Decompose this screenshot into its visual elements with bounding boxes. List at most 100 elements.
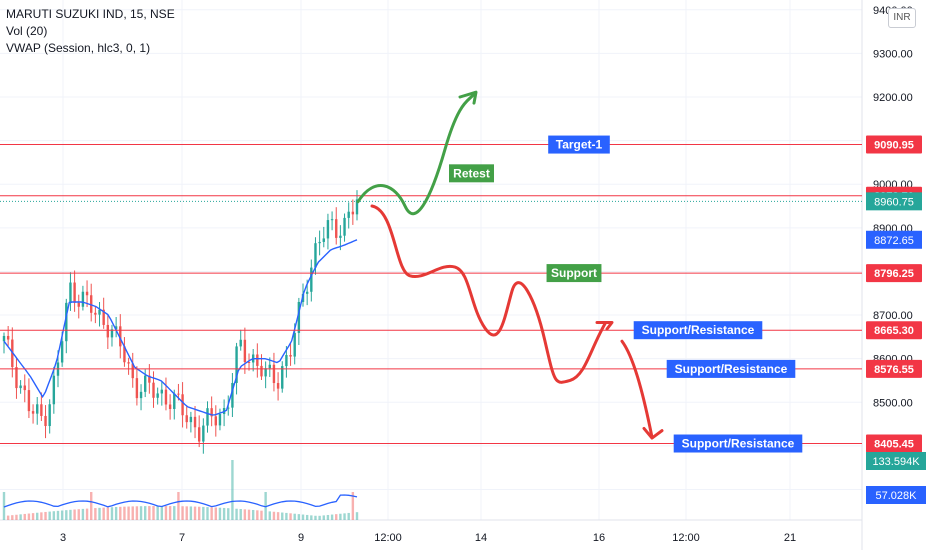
level-annotation-label bbox=[633, 321, 763, 340]
volume-bar bbox=[98, 507, 101, 520]
volume-bar bbox=[156, 506, 159, 520]
volume-bar bbox=[206, 507, 209, 520]
level-annotation-text: Target-1 bbox=[556, 138, 603, 152]
chart-legend: MARUTI SUZUKI IND, 15, NSE Vol (20) VWAP… bbox=[6, 6, 175, 57]
candle-body bbox=[119, 326, 122, 347]
volume-bar bbox=[131, 506, 134, 520]
bearish-arrow-head-2 bbox=[642, 426, 664, 440]
level-annotation-text: Support bbox=[551, 266, 597, 280]
y-tick-label: 9200.00 bbox=[873, 92, 913, 104]
candle-body bbox=[81, 291, 85, 307]
volume-bar bbox=[293, 513, 296, 520]
volume-bar bbox=[139, 506, 143, 520]
volume-bar bbox=[177, 492, 180, 520]
candle-body bbox=[193, 416, 197, 428]
x-tick-label: 16 bbox=[593, 532, 605, 544]
candle-body bbox=[127, 362, 130, 364]
candle-body bbox=[314, 243, 317, 268]
volume-bar bbox=[168, 506, 172, 520]
candle-body bbox=[235, 346, 238, 383]
candle-body bbox=[218, 414, 222, 426]
price-level-tag bbox=[866, 359, 922, 378]
volume-bar bbox=[23, 513, 26, 520]
volume-bar bbox=[110, 507, 114, 520]
volume-bar bbox=[268, 511, 271, 520]
price-level-value: 8665.30 bbox=[874, 325, 914, 337]
volume-bar bbox=[301, 514, 305, 520]
volume-bar bbox=[160, 506, 164, 520]
y-tick-label: 8700.00 bbox=[873, 310, 913, 322]
volume-bar bbox=[243, 509, 247, 520]
volume-bar bbox=[44, 511, 47, 520]
candle-body bbox=[276, 383, 280, 389]
volume-last-tag-value: 133.594K bbox=[872, 456, 920, 468]
retest-text: Retest bbox=[453, 166, 490, 180]
volume-bar bbox=[123, 506, 126, 520]
volume-bar bbox=[227, 508, 230, 520]
bearish-projection-arrow bbox=[370, 204, 607, 384]
level-annotation-label bbox=[546, 264, 602, 283]
volume-bar bbox=[231, 460, 234, 520]
volume-bar bbox=[65, 510, 68, 520]
volume-bar bbox=[127, 506, 130, 520]
candle-body bbox=[293, 332, 296, 357]
candle-body bbox=[239, 339, 242, 347]
currency-badge[interactable]: INR bbox=[888, 8, 916, 28]
candle-body bbox=[281, 366, 284, 389]
candle-body bbox=[268, 364, 271, 369]
volume-bar bbox=[314, 515, 317, 520]
volume-bar bbox=[272, 511, 276, 520]
candle-body bbox=[181, 394, 184, 416]
vwap-line bbox=[3, 239, 358, 416]
candle-body bbox=[289, 355, 292, 357]
volume-bar bbox=[218, 507, 222, 520]
volume-bar bbox=[40, 512, 43, 520]
candle-body bbox=[102, 309, 105, 325]
candle-body bbox=[148, 375, 151, 383]
volume-bar bbox=[15, 514, 18, 520]
price-level-tag bbox=[866, 321, 922, 340]
legend-symbol[interactable]: MARUTI SUZUKI IND, 15, NSE bbox=[6, 7, 175, 21]
candle-body bbox=[85, 291, 89, 296]
candle-body bbox=[260, 365, 263, 377]
volume-average-tag bbox=[866, 486, 926, 504]
candle-body bbox=[214, 416, 217, 426]
x-tick-label: 12:00 bbox=[374, 532, 402, 544]
level-annotation-label bbox=[673, 434, 803, 453]
volume-bar bbox=[297, 514, 301, 520]
volume-bar bbox=[152, 506, 155, 520]
legend-vwap[interactable]: VWAP (Session, hlc3, 0, 1) bbox=[6, 41, 151, 55]
candles bbox=[2, 190, 359, 454]
candle-body bbox=[351, 211, 355, 215]
candle-body bbox=[206, 408, 209, 426]
legend-volume[interactable]: Vol (20) bbox=[6, 24, 48, 38]
volume-bar bbox=[189, 506, 193, 520]
candle-body bbox=[40, 404, 43, 416]
x-tick-label: 3 bbox=[60, 532, 66, 544]
candle-body bbox=[243, 339, 247, 362]
volume-bar bbox=[81, 508, 85, 520]
candle-body bbox=[210, 408, 213, 417]
volume-bar bbox=[148, 506, 151, 520]
candle-body bbox=[305, 291, 309, 294]
volume-bar bbox=[11, 515, 14, 520]
candle-body bbox=[347, 211, 350, 218]
price-level-value: 8405.45 bbox=[874, 439, 914, 451]
volume-bar bbox=[106, 507, 110, 520]
retest-label bbox=[449, 164, 494, 183]
candle-body bbox=[173, 393, 176, 409]
candle-body bbox=[168, 404, 172, 409]
price-level-value: 9090.95 bbox=[874, 140, 914, 152]
candle-body bbox=[160, 389, 164, 394]
volume-bar bbox=[260, 510, 263, 520]
candle-body bbox=[343, 217, 346, 236]
volume-bar bbox=[144, 506, 147, 520]
candle-body bbox=[335, 219, 338, 238]
candle-body bbox=[69, 282, 72, 303]
candle-body bbox=[177, 393, 180, 395]
volume-bar bbox=[48, 511, 51, 520]
candle-body bbox=[98, 309, 101, 315]
volume-ma-line bbox=[3, 494, 358, 508]
level-annotation-label bbox=[548, 135, 610, 154]
